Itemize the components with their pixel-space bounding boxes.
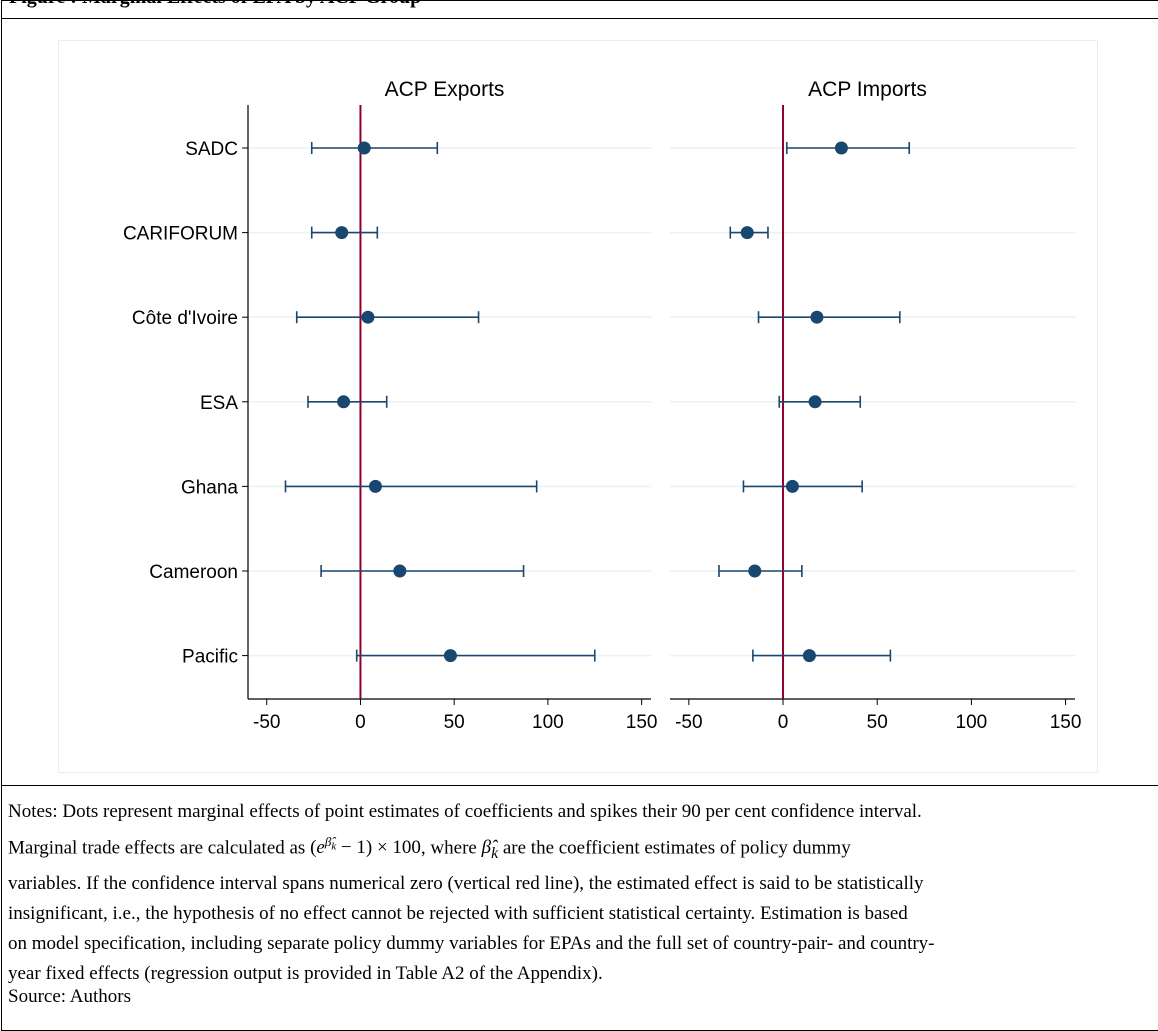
point-estimate <box>810 310 824 324</box>
formula: (eβ̂k − 1) × 100 <box>310 834 421 859</box>
point-estimate <box>337 395 351 409</box>
point-estimate <box>808 395 822 409</box>
source-note: Source: Authors <box>8 986 131 1007</box>
notes-block: Notes: Dots represent marginal effects o… <box>8 797 1158 989</box>
notes-line-5: on model specification, including separa… <box>8 933 935 955</box>
x-tick-label: -50 <box>253 712 280 733</box>
notes-line-1: Notes: Dots represent marginal effects o… <box>8 801 922 822</box>
x-tick-label: 0 <box>778 712 789 733</box>
y-tick-label: Ghana <box>181 477 238 498</box>
notes-line-3: variables. If the confidence interval sp… <box>8 873 924 895</box>
point-estimate <box>357 141 371 155</box>
point-estimate <box>393 564 407 578</box>
y-tick-label: ESA <box>200 393 238 414</box>
y-tick-label: Cameroon <box>149 562 238 583</box>
x-tick-label: 150 <box>1050 712 1082 733</box>
beta-symbol: β̂k <box>481 837 499 863</box>
point-estimate <box>785 479 799 493</box>
y-tick-label: CARIFORUM <box>123 224 238 245</box>
y-tick-label: Côte d'Ivoire <box>132 308 238 329</box>
x-tick-label: 100 <box>532 712 564 733</box>
notes-divider <box>1 785 1158 786</box>
top-divider <box>1 18 1158 19</box>
point-estimate <box>361 310 375 324</box>
point-estimate <box>335 226 349 240</box>
notes-line-4: insignificant, i.e., the hypothesis of n… <box>8 903 908 925</box>
y-tick-label: Pacific <box>182 647 238 668</box>
point-estimate <box>802 649 816 663</box>
point-estimate <box>834 141 848 155</box>
x-tick-label: 100 <box>956 712 988 733</box>
panel-title: ACP Imports <box>808 78 927 101</box>
figure-title-row: Figure : Marginal Effects of EPA by ACP … <box>1 0 1158 18</box>
chart-area <box>58 40 1098 773</box>
point-estimate <box>368 479 382 493</box>
y-tick-label: SADC <box>185 139 238 160</box>
panel-title: ACP Exports <box>385 78 505 101</box>
x-tick-label: 50 <box>444 712 465 733</box>
x-tick-label: -50 <box>675 712 702 733</box>
point-estimate <box>748 564 762 578</box>
marginal-effects-chart: ACP Exports -50 0 50 100 150 SADC CARIFORUM Côte… <box>123 78 1082 733</box>
point-estimate <box>740 226 754 240</box>
x-tick-label: 50 <box>867 712 888 733</box>
x-tick-label: 150 <box>626 712 658 733</box>
point-estimate <box>443 649 457 663</box>
notes-line-2: Marginal trade effects are calculated as… <box>8 834 851 863</box>
notes-line-6: year fixed effects (regression output is… <box>8 963 603 985</box>
x-tick-label: 0 <box>355 712 366 733</box>
figure-title: Figure : Marginal Effects of EPA by ACP … <box>9 0 421 9</box>
